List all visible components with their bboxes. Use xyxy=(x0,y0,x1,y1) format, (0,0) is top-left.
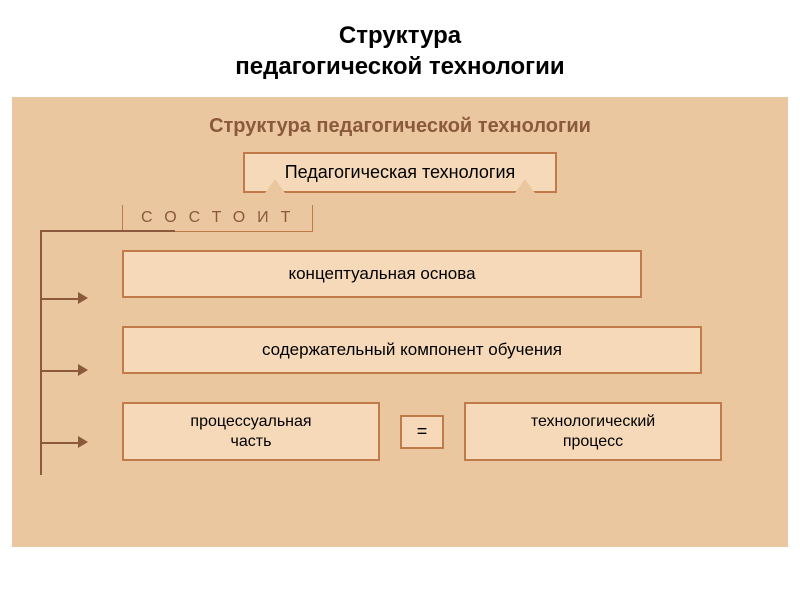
diagram-container: Структура педагогической технологии Педа… xyxy=(12,97,788,547)
consists-label: СОСТОИТ xyxy=(122,205,313,232)
page-title-line1: Структура xyxy=(339,22,461,49)
block3a-line2: часть xyxy=(231,433,272,450)
connector-h1 xyxy=(40,298,80,300)
blocks-area: концептуальная основа содержательный ком… xyxy=(122,250,758,460)
connector-h3 xyxy=(40,442,80,444)
block-procedural: процессуальная часть xyxy=(122,402,380,460)
connector-top xyxy=(40,230,175,232)
block3b-line2: процесс xyxy=(563,433,623,450)
equals-sign: = xyxy=(400,415,444,449)
block3b-line1: технологический xyxy=(531,413,655,430)
block-technological: технологический процесс xyxy=(464,402,722,460)
top-banner-wrap: Педагогическая технология xyxy=(42,152,758,193)
block-process-row: процессуальная часть = технологический п… xyxy=(122,402,722,460)
block-conceptual: концептуальная основа xyxy=(122,250,642,298)
block3a-line1: процессуальная xyxy=(190,413,311,430)
page-title: Структура педагогической технологии xyxy=(0,0,800,97)
connector-h2 xyxy=(40,370,80,372)
consists-row: СОСТОИТ xyxy=(122,205,758,232)
diagram-title: Структура педагогической технологии xyxy=(42,115,758,138)
block-content: содержательный компонент обучения xyxy=(122,326,702,374)
top-banner: Педагогическая технология xyxy=(243,152,558,193)
connector-vertical xyxy=(40,230,42,475)
arrow-icon-3 xyxy=(78,436,88,448)
arrow-icon-1 xyxy=(78,292,88,304)
arrow-icon-2 xyxy=(78,364,88,376)
page-title-line2: педагогической технологии xyxy=(235,53,564,80)
